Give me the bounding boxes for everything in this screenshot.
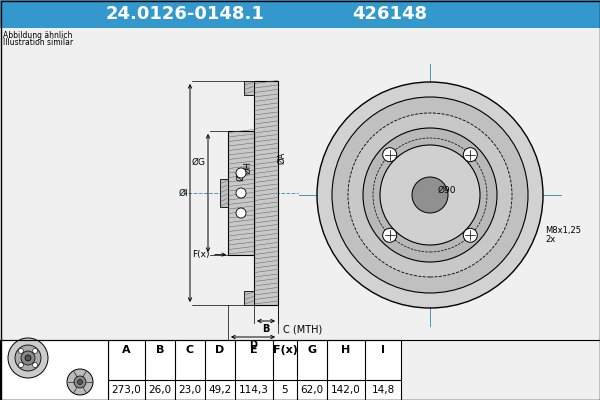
Text: 5: 5 <box>281 385 289 395</box>
Text: 273,0: 273,0 <box>112 385 142 395</box>
Circle shape <box>363 128 497 262</box>
Circle shape <box>21 351 35 365</box>
Text: 23,0: 23,0 <box>178 385 202 395</box>
Circle shape <box>25 355 31 361</box>
Circle shape <box>380 145 480 245</box>
Text: 142,0: 142,0 <box>331 385 361 395</box>
Text: ØI: ØI <box>178 188 188 198</box>
Text: 2x: 2x <box>545 236 555 244</box>
Circle shape <box>32 362 38 368</box>
Text: E: E <box>250 345 258 355</box>
Bar <box>108 340 401 400</box>
Text: Ø90: Ø90 <box>438 186 457 194</box>
Text: 24.0126-0148.1: 24.0126-0148.1 <box>106 5 265 23</box>
Text: 62,0: 62,0 <box>301 385 323 395</box>
Text: F(x): F(x) <box>272 345 298 355</box>
Circle shape <box>19 348 23 354</box>
Bar <box>244 291 254 305</box>
Circle shape <box>15 345 41 371</box>
Circle shape <box>74 376 86 388</box>
Text: ØG: ØG <box>192 158 206 166</box>
Text: Illustration similar: Illustration similar <box>3 38 73 47</box>
Circle shape <box>67 369 93 395</box>
Text: F(x): F(x) <box>193 250 210 259</box>
Text: 426148: 426148 <box>352 5 428 23</box>
Circle shape <box>32 348 38 354</box>
Text: C: C <box>186 345 194 355</box>
Circle shape <box>236 208 246 218</box>
Text: D: D <box>249 340 257 350</box>
Bar <box>0 28 600 339</box>
Text: D: D <box>215 345 224 355</box>
Circle shape <box>412 177 448 213</box>
Circle shape <box>463 228 478 242</box>
Circle shape <box>383 228 397 242</box>
Text: Abbildung ähnlich: Abbildung ähnlich <box>3 31 73 40</box>
Bar <box>228 131 254 255</box>
Text: 114,3: 114,3 <box>239 385 269 395</box>
Text: B: B <box>156 345 164 355</box>
Circle shape <box>8 338 48 378</box>
Text: 14,8: 14,8 <box>371 385 395 395</box>
Text: 26,0: 26,0 <box>148 385 172 395</box>
Bar <box>0 0 600 28</box>
Bar <box>220 179 228 207</box>
Text: ØH: ØH <box>243 162 252 174</box>
Text: H: H <box>341 345 350 355</box>
Text: M8x1,25: M8x1,25 <box>545 226 581 234</box>
Text: A: A <box>122 345 131 355</box>
Circle shape <box>317 82 543 308</box>
Text: C (MTH): C (MTH) <box>283 324 322 334</box>
Bar <box>244 81 254 95</box>
Text: B: B <box>262 324 269 334</box>
Circle shape <box>236 168 246 178</box>
Circle shape <box>348 113 512 277</box>
Circle shape <box>236 188 246 198</box>
Circle shape <box>463 148 478 162</box>
Circle shape <box>77 380 83 384</box>
Bar <box>254 81 278 305</box>
Text: 49,2: 49,2 <box>208 385 232 395</box>
Circle shape <box>332 97 528 293</box>
Text: I: I <box>381 345 385 355</box>
Circle shape <box>383 148 397 162</box>
Text: ØA: ØA <box>277 152 286 164</box>
Text: G: G <box>307 345 317 355</box>
Bar <box>0 340 108 400</box>
Text: ØE: ØE <box>236 169 245 181</box>
Circle shape <box>19 362 23 368</box>
